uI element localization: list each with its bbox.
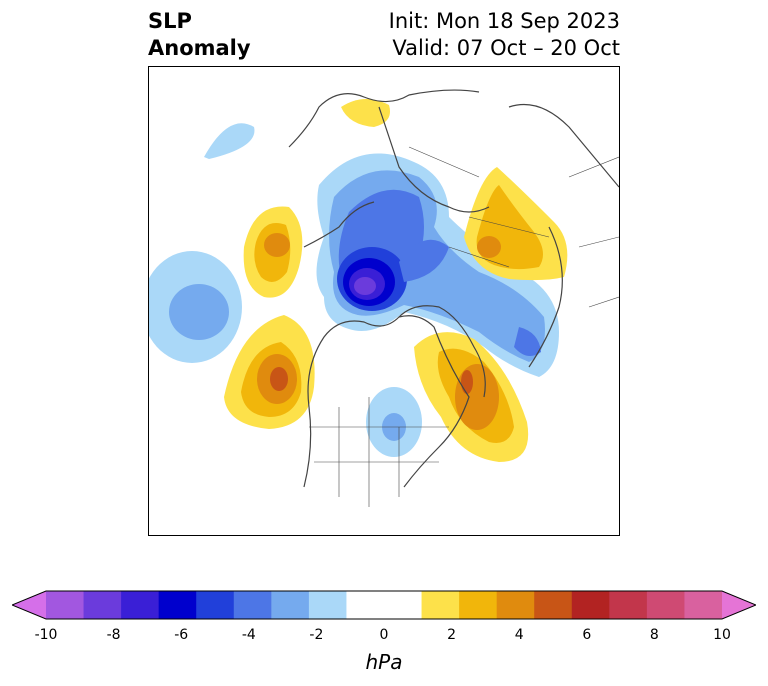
colorbar-bin: [571, 591, 610, 619]
colorbar-bin: [83, 591, 122, 619]
colorbar-ticks: -10 -8 -6 -4 -2 0 2 4 6 8 10: [0, 627, 768, 647]
colorbar-tick-label: 6: [582, 627, 592, 643]
colorbar-bin: [196, 591, 235, 619]
colorbar-extend-max: [722, 591, 756, 619]
colorbar-bin: [346, 591, 385, 619]
coastlines: [288, 89, 619, 488]
map-canvas: [149, 89, 619, 507]
colorbar-bin: [233, 591, 272, 619]
colorbar-bin: [384, 591, 423, 619]
init-date: Init: Mon 18 Sep 2023: [388, 9, 620, 33]
colorbar-bin: [158, 591, 197, 619]
colorbar-tick-label: -2: [309, 627, 324, 643]
colorbar: [12, 590, 756, 620]
title-variable: SLP: [148, 9, 192, 33]
pacific-high: [224, 315, 315, 429]
chart-title-right: Init: Mon 18 Sep 2023 Valid: 07 Oct – 20…: [389, 8, 620, 62]
colorbar-tick-label: -4: [241, 627, 256, 643]
colorbar-bin: [421, 591, 460, 619]
borders: [309, 146, 619, 507]
colorbar-tick-label: -8: [106, 627, 121, 643]
colorbar-bin: [684, 591, 723, 619]
colorbar-tick-label: 2: [447, 627, 457, 643]
colorbar-tick-label: 8: [649, 627, 659, 643]
colorbar-bin: [46, 591, 85, 619]
anomaly-map: [148, 66, 620, 536]
title-variable-sub: Anomaly: [148, 36, 251, 60]
colorbar-bin: [646, 591, 685, 619]
colorbar-tick-label: 10: [713, 627, 731, 643]
valid-range: Valid: 07 Oct – 20 Oct: [392, 36, 620, 60]
colorbar-extend-min: [12, 591, 46, 619]
colorbar-bin: [609, 591, 648, 619]
siberia-high: [464, 167, 568, 281]
colorbar-bin: [534, 591, 573, 619]
north-america-west-high: [243, 206, 303, 298]
colorbar-unit: hPa: [365, 650, 403, 674]
pacific-low-anomaly: [149, 123, 255, 363]
colorbar-tick-label: -10: [34, 627, 58, 643]
atlantic-high: [414, 332, 529, 462]
europe-high: [341, 98, 390, 127]
colorbar-tick-label: 4: [514, 627, 524, 643]
colorbar-tick-label: -6: [174, 627, 189, 643]
colorbar-bin: [308, 591, 347, 619]
colorbar-tick-label: 0: [379, 627, 389, 643]
colorbar-bin: [121, 591, 160, 619]
eastern-na-low-anomaly: [366, 387, 422, 457]
colorbar-outline: [12, 590, 756, 620]
chart-title-left: SLP Anomaly: [148, 8, 251, 62]
colorbar-bin: [271, 591, 310, 619]
colorbar-bin: [459, 591, 498, 619]
polar-low-anomaly: [316, 153, 559, 377]
colorbar-bin: [496, 591, 535, 619]
